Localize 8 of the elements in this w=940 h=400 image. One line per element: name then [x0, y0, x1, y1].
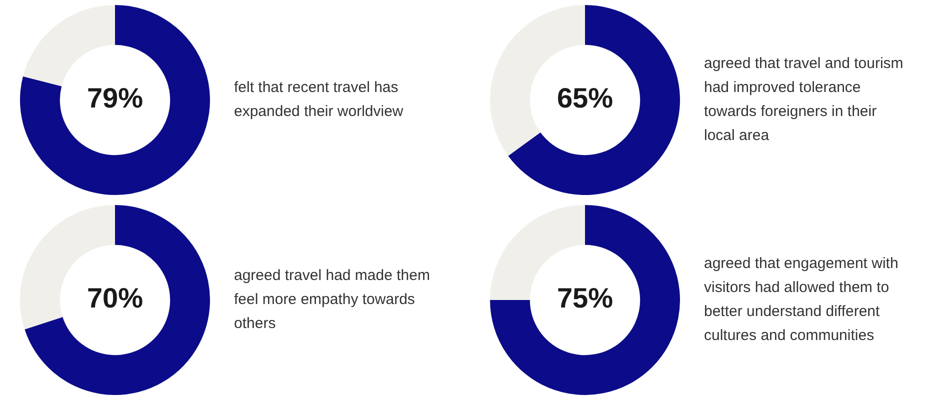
data-label: 79%: [86, 82, 144, 114]
text: felt that recent travel has expanded their worldview: [234, 78, 404, 122]
text: agreed that travel and tourism had improved tolerance towards foreigners in their local area: [704, 54, 904, 146]
text: agreed that engagement with visitors had allowed them to better understand different cultures and communities: [704, 254, 900, 346]
data-label: 65%: [556, 82, 614, 114]
data-label: 70%: [86, 282, 144, 314]
text: agreed travel had made them feel more empathy towards others: [234, 266, 431, 334]
data-label: 75%: [556, 282, 614, 314]
